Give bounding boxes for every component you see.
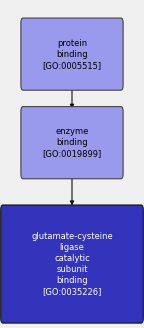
Text: glutamate-cysteine
ligase
catalytic
subunit
binding
[GO:0035226]: glutamate-cysteine ligase catalytic subu… — [31, 232, 113, 296]
Text: enzyme
binding
[GO:0019899]: enzyme binding [GO:0019899] — [42, 127, 102, 158]
FancyBboxPatch shape — [21, 18, 123, 90]
Text: protein
binding
[GO:0005515]: protein binding [GO:0005515] — [42, 38, 102, 70]
FancyBboxPatch shape — [21, 107, 123, 179]
FancyBboxPatch shape — [1, 205, 143, 323]
